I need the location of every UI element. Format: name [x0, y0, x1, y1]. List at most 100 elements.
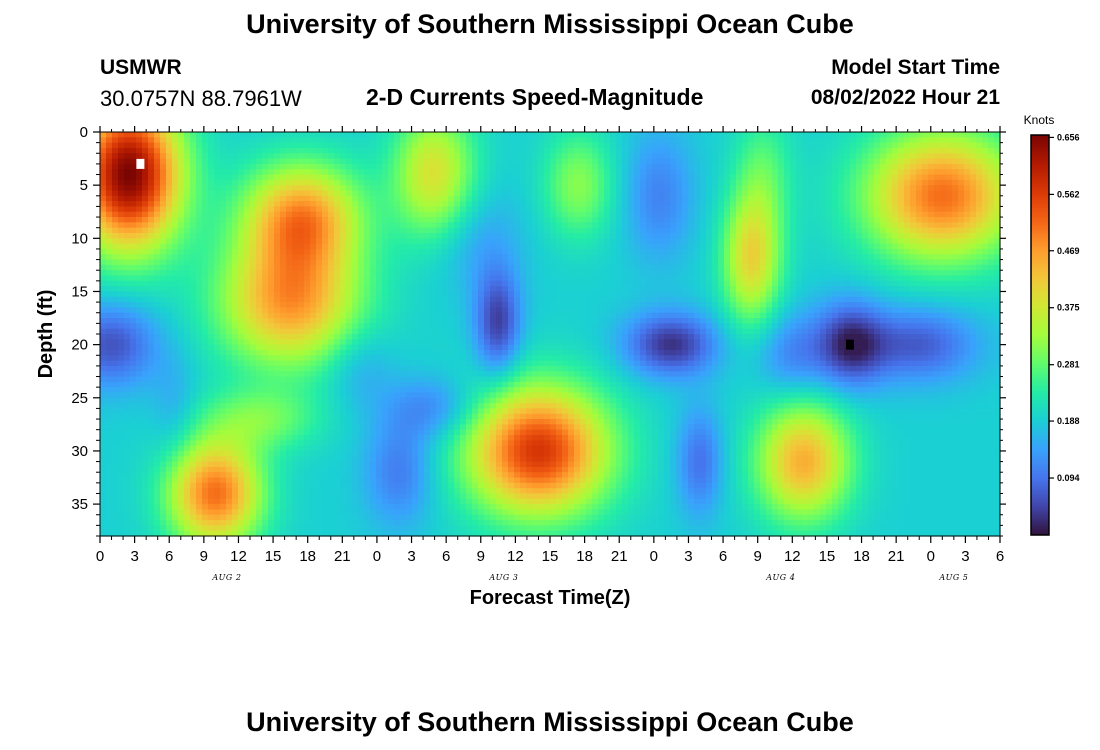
heatmap-cell [700, 195, 707, 202]
heatmap-cell [136, 190, 143, 197]
heatmap-cell [760, 153, 767, 160]
heatmap-cell [274, 179, 281, 186]
heatmap-cell [502, 195, 509, 202]
heatmap-cell [664, 201, 671, 208]
heatmap-cell [544, 153, 551, 160]
heatmap-cell [898, 286, 905, 293]
heatmap-cell [814, 132, 821, 138]
heatmap-cell [688, 264, 695, 271]
heatmap-cell [514, 132, 521, 138]
heatmap-cell [346, 270, 353, 277]
heatmap-cell [424, 238, 431, 245]
heatmap-cell [322, 270, 329, 277]
heatmap-cell [454, 286, 461, 293]
heatmap-cell [544, 201, 551, 208]
heatmap-cell [778, 174, 785, 181]
heatmap-cell [694, 296, 701, 303]
heatmap-cell [940, 264, 947, 271]
heatmap-cell [184, 163, 191, 170]
heatmap-cell [622, 227, 629, 234]
heatmap-cell [454, 275, 461, 282]
heatmap-cell [544, 259, 551, 266]
heatmap-cell [844, 217, 851, 223]
heatmap-cell [778, 163, 785, 170]
heatmap-cell [856, 132, 863, 138]
heatmap-cell [610, 243, 617, 250]
heatmap-cell [118, 264, 125, 271]
heatmap-cell [640, 142, 647, 149]
heatmap-cell [706, 254, 713, 261]
heatmap-cell [580, 243, 587, 250]
heatmap-cell [352, 195, 359, 202]
heatmap-cell [562, 264, 569, 271]
heatmap-cell [142, 302, 149, 309]
heatmap-cell [622, 296, 629, 303]
heatmap-cell [268, 307, 275, 314]
heatmap-cell [256, 254, 263, 261]
heatmap-cell [196, 174, 203, 181]
heatmap-cell [676, 243, 683, 250]
heatmap-cell [424, 286, 431, 293]
heatmap-cell [118, 142, 125, 149]
heatmap-cell [106, 195, 113, 202]
heatmap-cell [256, 174, 263, 181]
heatmap-cell [730, 254, 737, 261]
heatmap-cell [928, 222, 935, 229]
heatmap-cell [580, 190, 587, 197]
heatmap-cell [358, 142, 365, 149]
heatmap-cell [646, 137, 653, 144]
heatmap-cell [736, 291, 743, 298]
heatmap-cell [808, 137, 815, 144]
heatmap-cell [976, 286, 983, 293]
heatmap-cell [322, 280, 329, 287]
heatmap-cell [616, 185, 623, 192]
heatmap-cell [622, 206, 629, 213]
heatmap-cell [850, 302, 857, 309]
heatmap-cell [424, 185, 431, 192]
heatmap-cell [412, 179, 419, 186]
heatmap-cell [994, 296, 1001, 303]
heatmap-cell [178, 137, 185, 144]
heatmap-cell [880, 147, 887, 154]
heatmap-cell [628, 248, 635, 255]
heatmap-cell [478, 158, 485, 165]
heatmap-cell [796, 270, 803, 277]
heatmap-cell [538, 211, 545, 218]
heatmap-cell [508, 222, 515, 229]
heatmap-cell [484, 302, 491, 309]
heatmap-cell [712, 217, 719, 223]
heatmap-cell [784, 137, 791, 144]
heatmap-cell [736, 132, 743, 138]
heatmap-cell [370, 238, 377, 245]
heatmap-cell [268, 259, 275, 266]
heatmap-cell [556, 296, 563, 303]
heatmap-cell [766, 185, 773, 192]
heatmap-cell [676, 174, 683, 181]
heatmap-cell [208, 163, 215, 170]
heatmap-cell [808, 248, 815, 255]
heatmap-cell [850, 137, 857, 144]
heatmap-cell [976, 302, 983, 309]
heatmap-cell [454, 163, 461, 170]
heatmap-cell [946, 238, 953, 245]
heatmap-cell [742, 222, 749, 229]
heatmap-cell [580, 275, 587, 282]
heatmap-cell [976, 137, 983, 144]
heatmap-cell [562, 302, 569, 309]
heatmap-cell [898, 211, 905, 218]
heatmap-cell [250, 227, 257, 234]
heatmap-cell [118, 302, 125, 309]
heatmap-cell [880, 302, 887, 309]
heatmap-cell [934, 248, 941, 255]
heatmap-cell [868, 147, 875, 154]
heatmap-cell [568, 174, 575, 181]
heatmap-cell [760, 238, 767, 245]
heatmap-cell [406, 137, 413, 144]
heatmap-cell [952, 211, 959, 218]
heatmap-cell [352, 264, 359, 271]
heatmap-cell [124, 163, 131, 170]
heatmap-cell [208, 259, 215, 266]
heatmap-cell [328, 201, 335, 208]
heatmap-cell [472, 206, 479, 213]
heatmap-cell [652, 174, 659, 181]
